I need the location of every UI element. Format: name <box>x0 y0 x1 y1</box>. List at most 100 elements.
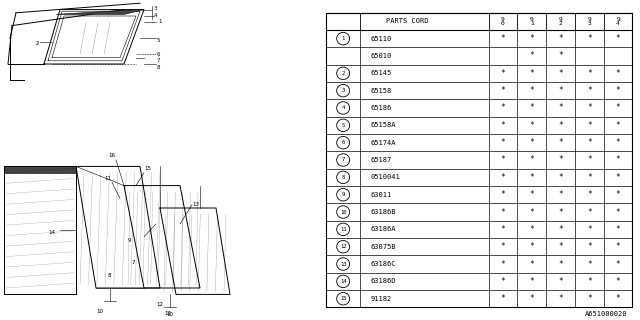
Polygon shape <box>56 10 144 14</box>
Text: *: * <box>587 69 591 78</box>
Text: 5: 5 <box>342 123 345 128</box>
Text: 9: 9 <box>588 17 591 21</box>
Text: *: * <box>529 103 534 112</box>
Text: 65187: 65187 <box>371 157 392 163</box>
Text: 63011: 63011 <box>371 192 392 198</box>
Text: 2: 2 <box>559 21 563 26</box>
Text: 8: 8 <box>342 175 345 180</box>
Text: *: * <box>616 208 620 217</box>
Text: *: * <box>500 242 505 251</box>
Text: *: * <box>558 138 563 147</box>
Text: 4: 4 <box>616 21 620 26</box>
Text: 0: 0 <box>501 21 505 26</box>
Text: *: * <box>529 190 534 199</box>
Text: *: * <box>558 69 563 78</box>
Text: *: * <box>587 103 591 112</box>
Text: *: * <box>558 121 563 130</box>
Text: 2: 2 <box>36 41 40 46</box>
Text: 6: 6 <box>342 140 345 145</box>
Text: *: * <box>500 277 505 286</box>
Text: 13: 13 <box>340 261 346 267</box>
Text: 63186B: 63186B <box>371 209 396 215</box>
Text: 9: 9 <box>559 17 563 21</box>
Text: PARTS CORD: PARTS CORD <box>386 18 429 24</box>
Text: *: * <box>616 34 620 43</box>
Text: *: * <box>500 173 505 182</box>
Text: 65010: 65010 <box>371 53 392 59</box>
Text: 10: 10 <box>97 308 104 314</box>
Text: 8: 8 <box>157 65 161 70</box>
Text: 63186C: 63186C <box>371 261 396 267</box>
Text: *: * <box>616 225 620 234</box>
Text: 65174A: 65174A <box>371 140 396 146</box>
Text: *: * <box>587 34 591 43</box>
Text: 1: 1 <box>342 36 345 41</box>
Text: *: * <box>529 294 534 303</box>
Text: *: * <box>616 156 620 164</box>
Text: *: * <box>616 138 620 147</box>
Text: *: * <box>587 138 591 147</box>
Text: 4: 4 <box>342 106 345 110</box>
Text: 11: 11 <box>340 227 346 232</box>
Text: *: * <box>558 277 563 286</box>
Text: 7: 7 <box>157 58 161 63</box>
Text: *: * <box>587 86 591 95</box>
Text: 1: 1 <box>530 21 534 26</box>
Text: *: * <box>500 208 505 217</box>
Text: *: * <box>529 173 534 182</box>
Text: *: * <box>529 225 534 234</box>
Text: *: * <box>616 242 620 251</box>
Text: *: * <box>529 121 534 130</box>
Text: *: * <box>500 260 505 268</box>
Text: *: * <box>500 34 505 43</box>
Text: 1: 1 <box>158 19 161 24</box>
Text: *: * <box>529 260 534 268</box>
Text: *: * <box>500 86 505 95</box>
Text: 9: 9 <box>342 192 345 197</box>
Text: 9: 9 <box>128 237 131 243</box>
Text: *: * <box>587 121 591 130</box>
Text: *: * <box>500 69 505 78</box>
Text: *: * <box>558 294 563 303</box>
Text: 6: 6 <box>157 52 161 57</box>
Text: 15: 15 <box>144 166 151 171</box>
Text: *: * <box>616 86 620 95</box>
Text: *: * <box>529 138 534 147</box>
Text: *: * <box>616 190 620 199</box>
Text: *: * <box>529 86 534 95</box>
Text: *: * <box>616 173 620 182</box>
Text: *: * <box>558 86 563 95</box>
Text: *: * <box>558 52 563 60</box>
Text: 65158: 65158 <box>371 88 392 94</box>
Text: 63186A: 63186A <box>371 226 396 232</box>
Text: *: * <box>558 242 563 251</box>
Text: 7: 7 <box>342 157 345 163</box>
Text: *: * <box>587 156 591 164</box>
Text: 12: 12 <box>156 301 163 307</box>
Text: 10: 10 <box>340 210 346 214</box>
Text: *: * <box>587 208 591 217</box>
Text: *: * <box>587 260 591 268</box>
Text: 91182: 91182 <box>371 296 392 302</box>
Text: *: * <box>558 190 563 199</box>
Text: *: * <box>529 156 534 164</box>
Text: *: * <box>616 294 620 303</box>
Text: 63075B: 63075B <box>371 244 396 250</box>
Text: 3: 3 <box>342 88 345 93</box>
Text: *: * <box>616 103 620 112</box>
Text: 14: 14 <box>340 279 346 284</box>
Text: *: * <box>558 173 563 182</box>
Text: A651000020: A651000020 <box>585 311 627 317</box>
Text: *: * <box>558 156 563 164</box>
Text: *: * <box>587 190 591 199</box>
Text: *: * <box>529 277 534 286</box>
Text: *: * <box>558 260 563 268</box>
Text: *: * <box>500 156 505 164</box>
Text: 5: 5 <box>157 37 161 43</box>
Text: 9: 9 <box>530 17 534 21</box>
Text: 65158A: 65158A <box>371 122 396 128</box>
Text: *: * <box>529 34 534 43</box>
Text: 12: 12 <box>340 244 346 249</box>
Text: 2: 2 <box>342 71 345 76</box>
Text: *: * <box>616 121 620 130</box>
